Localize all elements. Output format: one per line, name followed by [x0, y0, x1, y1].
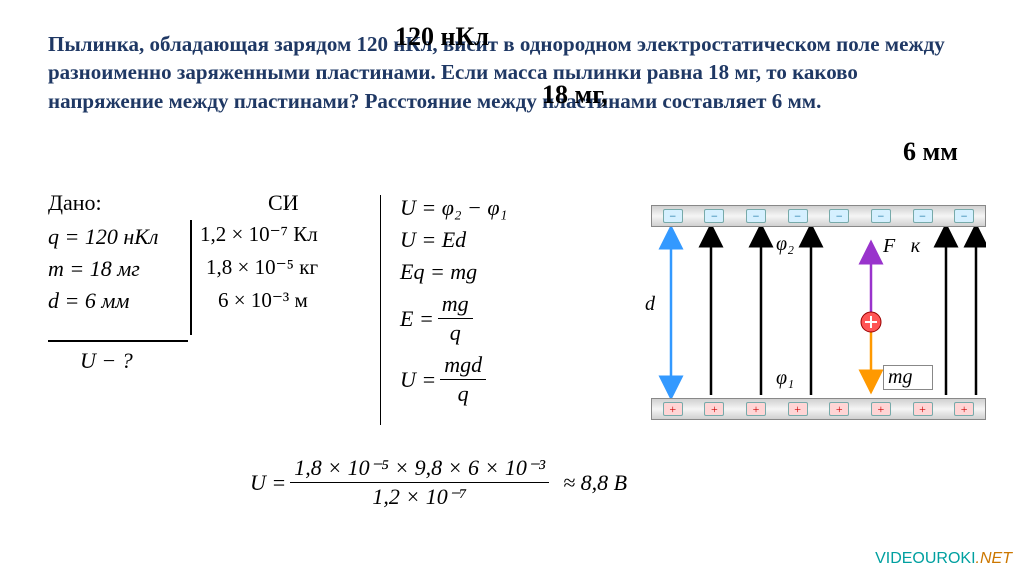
pos-charge-icon: +	[954, 402, 974, 416]
logo-a: VIDEOUROKI	[875, 550, 975, 567]
pos-charge-icon: +	[704, 402, 724, 416]
eq-u-lhs: U =	[400, 367, 436, 393]
neg-charge-icon: −	[788, 209, 808, 223]
eq-e-frac: E = mgq	[400, 291, 507, 346]
eq-e-den: q	[450, 319, 461, 346]
si-d: 6 × 10⁻³ м	[200, 288, 318, 313]
logo-b: .NET	[976, 550, 1012, 567]
si-header: СИ	[268, 190, 299, 216]
final-den: 1,2 × 10⁻⁷	[372, 483, 467, 510]
pos-charge-icon: +	[788, 402, 808, 416]
d-label: d	[645, 293, 655, 316]
pos-charge-icon: +	[871, 402, 891, 416]
overlay-dist: 6 мм	[903, 137, 958, 167]
problem-statement: Пылинка, обладающая зарядом 120 нКл, вис…	[48, 30, 976, 115]
problem-text: Пылинка, обладающая зарядом 120 нКл, вис…	[48, 32, 945, 113]
given-si-divider	[190, 220, 192, 335]
eq-u-den: q	[458, 380, 469, 407]
pos-charge-icon: +	[829, 402, 849, 416]
phi1-label: φ₁	[776, 367, 794, 390]
fk-label: F⃗к	[883, 235, 920, 258]
neg-charge-icon: −	[663, 209, 683, 223]
overlay-charge: 120 нКл	[395, 22, 489, 52]
neg-charge-icon: −	[913, 209, 933, 223]
eq-u-frac: U = mgdq	[400, 352, 507, 407]
pos-charge-icon: +	[746, 402, 766, 416]
neg-charge-icon: −	[746, 209, 766, 223]
neg-charge-icon: −	[704, 209, 724, 223]
site-logo: VIDEOUROKI.NET	[875, 550, 1012, 568]
eq-eq-mg: Eq = mg	[400, 259, 507, 285]
final-calc: U = 1,8 × 10⁻⁵ × 9,8 × 6 × 10⁻³ 1,2 × 10…	[250, 455, 627, 510]
final-num: 1,8 × 10⁻⁵ × 9,8 × 6 × 10⁻³	[290, 455, 549, 483]
eq-u-phi: U = φ₂ − φ₁	[400, 195, 507, 221]
eq-e-lhs: E =	[400, 306, 434, 332]
field-svg	[651, 227, 986, 398]
find: U − ?	[80, 348, 133, 374]
given-m: m = 18 мг	[48, 256, 178, 282]
given-hline	[48, 340, 188, 342]
given-block: Дано: q = 120 нКл m = 18 мг d = 6 мм	[48, 190, 178, 320]
eq-e-num: mg	[438, 291, 473, 319]
given-header: Дано:	[48, 190, 178, 216]
deriv-divider	[380, 195, 381, 425]
derivation: U = φ₂ − φ₁ U = Ed Eq = mg E = mgq U = m…	[400, 195, 507, 413]
si-column: 1,2 × 10⁻⁷ Кл 1,8 × 10⁻⁵ кг 6 × 10⁻³ м	[200, 222, 318, 321]
si-m: 1,8 × 10⁻⁵ кг	[200, 255, 318, 280]
mg-label: mg⃗	[883, 365, 933, 390]
top-plate: − − − − − − − −	[651, 205, 986, 227]
eq-u-ed: U = Ed	[400, 227, 507, 253]
pos-charge-icon: +	[913, 402, 933, 416]
neg-charge-icon: −	[954, 209, 974, 223]
neg-charge-icon: −	[829, 209, 849, 223]
pos-charge-icon: +	[663, 402, 683, 416]
capacitor-diagram: − − − − − − − − + + + + + + + +	[651, 205, 986, 420]
eq-u-num: mgd	[440, 352, 486, 380]
given-d: d = 6 мм	[48, 288, 178, 314]
phi2-label: φ₂	[776, 233, 794, 256]
final-result: ≈ 8,8 В	[563, 470, 627, 496]
final-lhs: U =	[250, 470, 286, 496]
si-q: 1,2 × 10⁻⁷ Кл	[200, 222, 318, 247]
given-q: q = 120 нКл	[48, 224, 178, 250]
overlay-mass: 18 мг,	[542, 80, 608, 110]
bottom-plate: + + + + + + + +	[651, 398, 986, 420]
neg-charge-icon: −	[871, 209, 891, 223]
